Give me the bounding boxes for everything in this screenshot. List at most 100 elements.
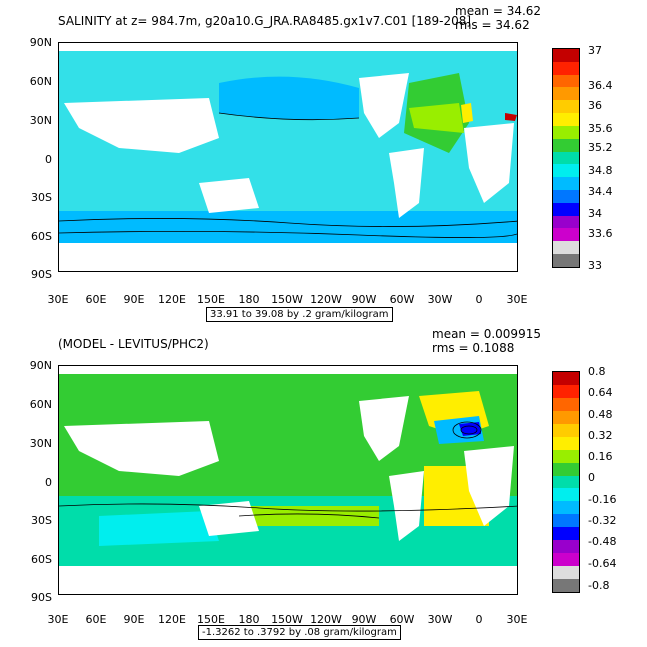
bottom-map [58, 365, 518, 595]
top-lat-90s: 90S [31, 268, 52, 281]
top-lon-2: 90E [123, 293, 145, 306]
bottom-cbar-label-10: -0.8 [588, 579, 610, 592]
top-colorbar [552, 48, 580, 268]
top-lat-90n: 90N [29, 36, 52, 49]
bottom-lon-0: 30E [47, 613, 69, 626]
top-title: SALINITY at z= 984.7m, g20a10.G_JRA.RA84… [58, 14, 472, 28]
bottom-lon-7: 120W [310, 613, 342, 626]
bottom-bar-swatch-2 [553, 397, 579, 411]
top-rms: rms = 34.62 [455, 18, 530, 32]
bottom-bar-swatch-6 [553, 449, 579, 463]
bottom-bar-swatch-13 [553, 540, 579, 554]
bottom-north-america [359, 396, 409, 461]
top-lon-4: 150E [197, 293, 225, 306]
bottom-lat-90s: 90S [31, 591, 52, 604]
bottom-australia [199, 501, 259, 536]
top-cbar-label-0: 37 [588, 44, 602, 57]
top-cbar-label-5: 34.8 [588, 164, 613, 177]
bottom-lat-90n: 90N [29, 359, 52, 372]
bottom-bar-swatch-14 [553, 553, 579, 567]
bottom-lon-8: 90W [351, 613, 377, 626]
bottom-antarctica [59, 566, 517, 594]
top-bar-swatch-13 [553, 215, 579, 229]
bottom-rms: rms = 0.1088 [432, 341, 515, 355]
top-bar-swatch-5 [553, 113, 579, 126]
top-lon-1: 60E [85, 293, 107, 306]
bottom-bar-swatch-12 [553, 527, 579, 541]
top-cbar-label-9: 33 [588, 259, 602, 272]
top-lon-12: 30E [506, 293, 528, 306]
bottom-south-america [389, 471, 424, 541]
bottom-cbar-label-9: -0.64 [588, 557, 617, 570]
bottom-lat-30s: 30S [31, 514, 52, 527]
top-lon-9: 60W [389, 293, 415, 306]
bottom-map-svg [59, 366, 517, 594]
top-lat-30n: 30N [29, 114, 52, 127]
bottom-bar-swatch-0 [553, 372, 579, 385]
top-cbar-label-7: 34 [588, 207, 602, 220]
top-cbar-label-2: 36 [588, 99, 602, 112]
bottom-bar-swatch-11 [553, 514, 579, 528]
bottom-africa [464, 446, 514, 526]
bottom-cbar-label-0: 0.8 [588, 365, 606, 378]
bottom-lon-1: 60E [85, 613, 107, 626]
bottom-bar-swatch-7 [553, 462, 579, 476]
top-contour-2 [59, 231, 517, 238]
bottom-cbar-label-2: 0.48 [588, 408, 613, 421]
bottom-bar-swatch-5 [553, 436, 579, 450]
top-bar-swatch-3 [553, 87, 579, 101]
bottom-cbar-label-3: 0.32 [588, 429, 613, 442]
top-lat-0: 0 [45, 153, 52, 166]
top-lat-60s: 60S [31, 230, 52, 243]
bottom-cbar-label-7: -0.32 [588, 514, 617, 527]
bottom-contour-3 [452, 421, 482, 439]
bottom-lon-12: 30E [506, 613, 528, 626]
top-arctic-land [59, 43, 517, 51]
top-map-svg [59, 43, 517, 271]
top-lat-30s: 30S [31, 191, 52, 204]
top-red-sea [505, 113, 517, 121]
top-antarctica [59, 243, 517, 271]
top-southern-ocean [59, 211, 517, 243]
bottom-lon-9: 60W [389, 613, 415, 626]
bottom-lon-4: 150E [197, 613, 225, 626]
bottom-mean: mean = 0.009915 [432, 327, 541, 341]
bottom-colorbar [552, 371, 580, 593]
bottom-lat-60n: 60N [29, 398, 52, 411]
bottom-panel: (MODEL - LEVITUS/PHC2) mean = 0.009915 r… [0, 323, 647, 646]
top-africa [464, 123, 514, 203]
bottom-contour-4 [460, 425, 478, 435]
top-bar-swatch-11 [553, 189, 579, 203]
top-cbar-label-3: 35.6 [588, 122, 613, 135]
top-range-note: 33.91 to 39.08 by .2 gram/kilogram [206, 307, 393, 322]
top-bar-swatch-16 [553, 254, 579, 267]
top-south-america [389, 148, 424, 218]
bottom-cbar-label-8: -0.48 [588, 535, 617, 548]
top-bar-swatch-2 [553, 74, 579, 88]
top-cbar-label-4: 35.2 [588, 141, 613, 154]
bottom-bar-swatch-9 [553, 488, 579, 502]
top-panel: SALINITY at z= 984.7m, g20a10.G_JRA.RA84… [0, 0, 647, 323]
top-bar-swatch-15 [553, 241, 579, 254]
top-mean: mean = 34.62 [455, 4, 542, 18]
top-contour-3 [218, 112, 360, 121]
bottom-cbar-label-6: -0.16 [588, 493, 617, 506]
bottom-bar-swatch-1 [553, 384, 579, 398]
top-med-outflow [461, 103, 473, 123]
top-lon-7: 120W [310, 293, 342, 306]
top-lon-10: 30W [427, 293, 453, 306]
bottom-asia [64, 421, 219, 476]
bottom-lat-60s: 60S [31, 553, 52, 566]
bottom-bar-swatch-3 [553, 410, 579, 424]
top-bar-swatch-14 [553, 228, 579, 242]
bottom-lat-0: 0 [45, 476, 52, 489]
bottom-lon-3: 120E [158, 613, 186, 626]
top-bar-swatch-0 [553, 49, 579, 62]
top-lon-6: 150W [271, 293, 303, 306]
bottom-contour-2 [238, 513, 380, 519]
top-bar-swatch-1 [553, 61, 579, 75]
top-cbar-label-8: 33.6 [588, 227, 613, 240]
top-bar-swatch-9 [553, 164, 579, 178]
bottom-range-note: -1.3262 to .3792 by .08 gram/kilogram [198, 625, 401, 640]
top-lon-5: 180 [238, 293, 260, 306]
